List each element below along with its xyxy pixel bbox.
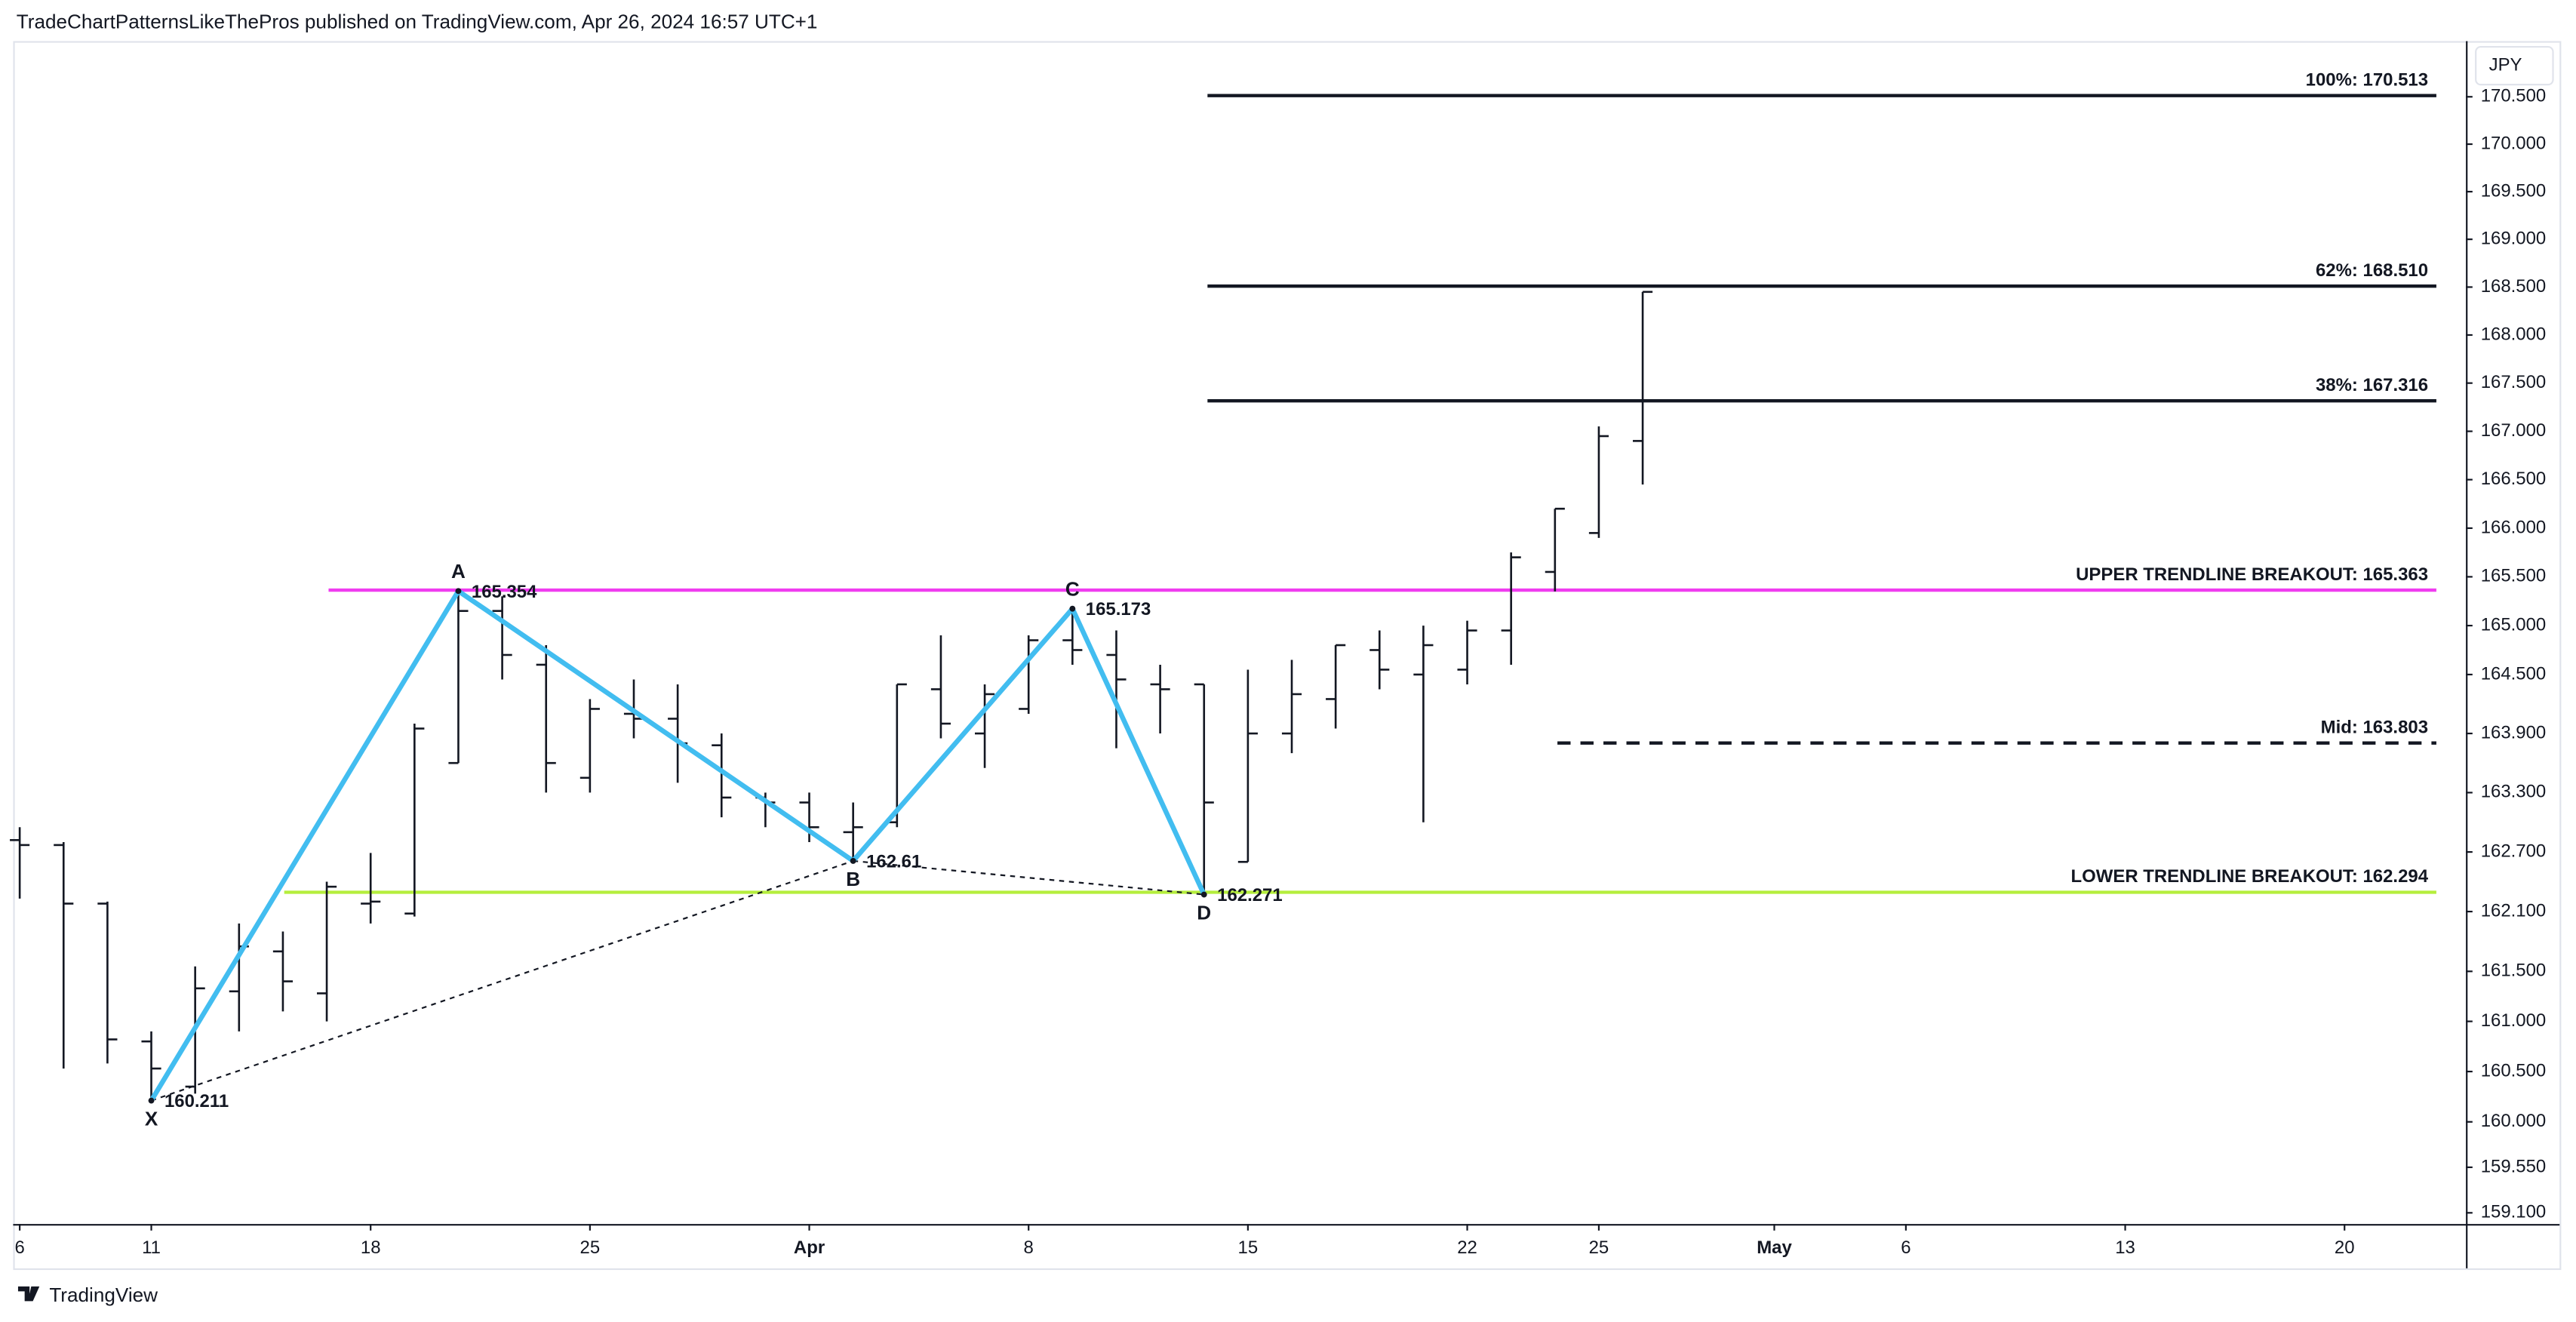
y-tick-label: 161.500: [2481, 961, 2547, 981]
chart-frame: [13, 41, 2562, 1271]
y-tick-label: 163.300: [2481, 782, 2547, 802]
x-tick-label: 20: [2335, 1237, 2355, 1258]
y-tick-label: 168.000: [2481, 324, 2547, 344]
y-tick-label: 166.000: [2481, 517, 2547, 537]
y-tick-label: 162.100: [2481, 900, 2547, 921]
price-level-label: 100%: 170.513: [2306, 69, 2428, 90]
y-tick-label: 162.700: [2481, 841, 2547, 861]
price-level-label: UPPER TRENDLINE BREAKOUT: 165.363: [2076, 564, 2428, 585]
x-tick-label: 6: [1901, 1237, 1910, 1258]
pattern-point: [1200, 891, 1207, 898]
y-tick-label: 160.000: [2481, 1111, 2547, 1131]
y-tick-label: 165.000: [2481, 614, 2547, 635]
y-tick-label: 168.500: [2481, 276, 2547, 297]
price-level-label: LOWER TRENDLINE BREAKOUT: 162.294: [2071, 866, 2429, 887]
x-tick-label: 13: [2115, 1237, 2135, 1258]
y-tick-label: 169.500: [2481, 180, 2547, 201]
x-tick-label: May: [1757, 1237, 1792, 1258]
pattern-point: [1069, 605, 1076, 612]
y-tick-label: 159.550: [2481, 1156, 2547, 1176]
x-tick-label: 6: [14, 1237, 24, 1258]
x-tick-label: 8: [1024, 1237, 1034, 1258]
pattern-point-price: 160.211: [164, 1091, 229, 1111]
y-tick-label: 164.500: [2481, 663, 2547, 684]
x-tick-label: 11: [142, 1237, 161, 1258]
y-tick-label: 167.000: [2481, 420, 2547, 441]
y-tick-label: 166.500: [2481, 469, 2547, 489]
publisher-header: TradeChartPatternsLikeThePros published …: [17, 10, 818, 32]
y-tick-label: 169.000: [2481, 228, 2547, 248]
pattern-point-label: B: [846, 868, 860, 890]
pattern-point-price: 165.173: [1086, 599, 1151, 619]
price-level-label: 38%: 167.316: [2316, 375, 2428, 395]
x-tick-label: 25: [580, 1237, 601, 1258]
price-level-label: 62%: 168.510: [2316, 260, 2428, 281]
price-level-label: Mid: 163.803: [2321, 717, 2428, 737]
pattern-point-price: 162.271: [1217, 885, 1283, 905]
pattern-point-price: 165.354: [472, 582, 537, 602]
pattern-point-label: X: [145, 1108, 158, 1130]
x-tick-label: Apr: [794, 1237, 825, 1258]
y-tick-label: 170.000: [2481, 133, 2547, 153]
y-tick-label: 167.500: [2481, 372, 2547, 392]
pattern-point-label: D: [1197, 902, 1211, 924]
x-tick-label: 18: [361, 1237, 381, 1258]
y-tick-label: 163.900: [2481, 722, 2547, 742]
currency-box[interactable]: [2475, 45, 2554, 86]
y-tick-label: 170.500: [2481, 86, 2547, 106]
pattern-point: [850, 858, 856, 864]
currency-label[interactable]: JPY: [2489, 54, 2522, 75]
y-tick-label: 159.100: [2481, 1202, 2547, 1222]
pattern-point: [455, 588, 462, 595]
footer-brand: TradingView: [49, 1284, 158, 1306]
tradingview-logo: [17, 1286, 40, 1302]
x-tick-label: 25: [1589, 1237, 1609, 1258]
pattern-point-label: C: [1065, 578, 1080, 601]
y-tick-label: 160.500: [2481, 1060, 2547, 1081]
y-tick-label: 161.000: [2481, 1010, 2547, 1031]
x-tick-label: 22: [1457, 1237, 1477, 1258]
pattern-point-label: A: [451, 560, 466, 583]
pattern-point: [148, 1097, 155, 1104]
x-tick-label: 15: [1238, 1237, 1259, 1258]
pattern-point-price: 162.61: [866, 851, 921, 872]
y-tick-label: 165.500: [2481, 566, 2547, 586]
